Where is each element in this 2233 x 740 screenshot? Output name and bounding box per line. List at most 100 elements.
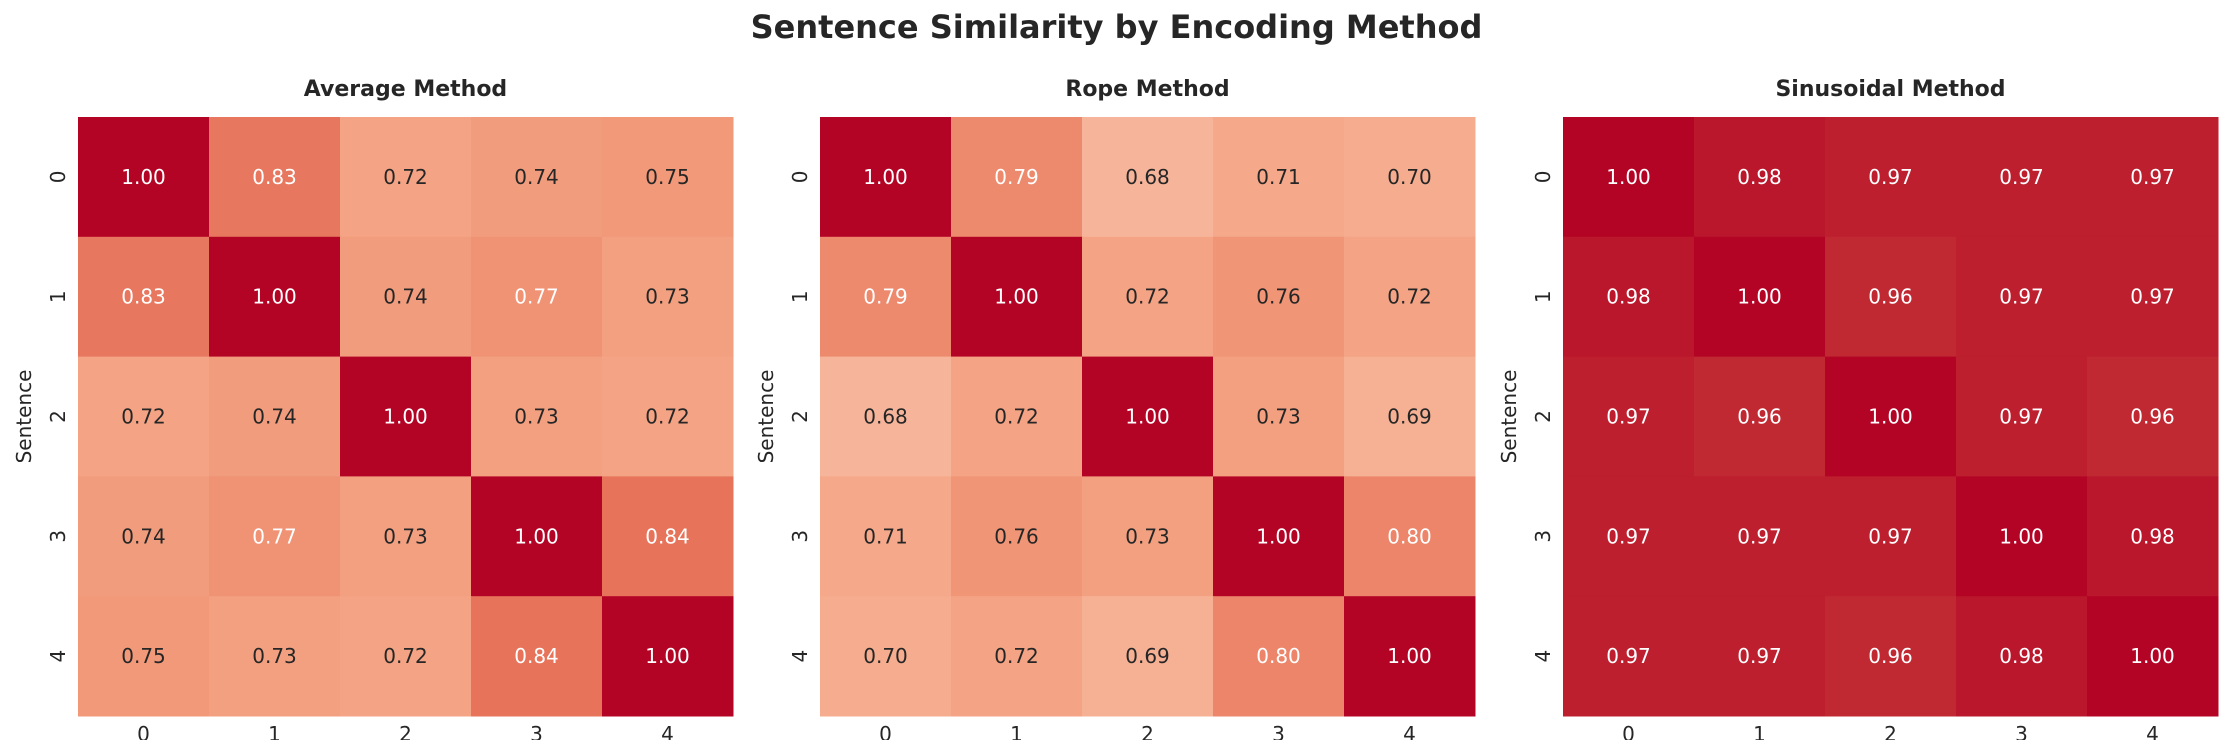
y-tick-label: 2 <box>788 410 812 423</box>
heatmap-cell <box>2087 596 2219 717</box>
cell-label: 0.96 <box>1737 405 1782 429</box>
cell-label: 0.71 <box>1256 165 1301 189</box>
cell-label: 0.83 <box>121 285 166 309</box>
cell-label: 0.83 <box>252 165 297 189</box>
heatmap-cell <box>1563 476 1695 597</box>
cell-label: 0.72 <box>121 405 166 429</box>
cell-label: 0.76 <box>994 524 1039 548</box>
x-tick-label: 4 <box>2146 722 2159 740</box>
heatmap-cell <box>1825 117 1957 238</box>
subplot-title: Average Method <box>304 77 507 102</box>
x-tick-label: 0 <box>137 722 150 740</box>
heatmap-cell <box>340 236 472 358</box>
heatmap-cell <box>2087 476 2219 597</box>
cell-label: 1.00 <box>1999 524 2044 548</box>
heatmap-cell <box>1694 596 1826 717</box>
heatmap-cell <box>820 476 952 597</box>
cell-label: 0.73 <box>645 285 690 309</box>
cell-label: 0.74 <box>383 285 428 309</box>
cell-label: 0.97 <box>1999 405 2044 429</box>
heatmap-cell <box>602 117 734 238</box>
cell-label: 0.98 <box>1737 165 1782 189</box>
cell-label: 0.75 <box>645 165 690 189</box>
x-tick-label: 2 <box>399 722 412 740</box>
heatmap-panel-2: Sinusoidal Method 1.00 0.98 0.97 0.97 0.97 0.9… <box>1497 77 2219 740</box>
heatmap-cell <box>1213 476 1345 597</box>
heatmap-cell <box>951 117 1083 238</box>
y-tick-label: 4 <box>46 650 70 663</box>
heatmap-cell <box>1344 236 1476 358</box>
heatmap-cell <box>602 356 734 477</box>
cell-label: 0.73 <box>1256 405 1301 429</box>
heatmap-cell <box>1825 476 1957 597</box>
cell-label: 0.97 <box>1868 524 1913 548</box>
heatmap-cell <box>471 117 603 238</box>
y-tick-label: 2 <box>46 410 70 423</box>
heatmap-panel-0: Average Method 1.00 0.83 0.72 0.74 0.75 0.83 1.… <box>12 77 734 740</box>
heatmap-cell <box>471 356 603 477</box>
heatmap-cell <box>78 476 210 597</box>
cell-label: 0.96 <box>1868 644 1913 668</box>
cell-label: 0.69 <box>1387 405 1432 429</box>
x-tick-label: 1 <box>268 722 281 740</box>
x-tick-label: 2 <box>1141 722 1154 740</box>
cell-label: 1.00 <box>1387 644 1432 668</box>
cell-label: 0.70 <box>1387 165 1432 189</box>
heatmap-cell <box>340 356 472 477</box>
cell-label: 0.72 <box>994 405 1039 429</box>
heatmap-cell <box>1082 476 1214 597</box>
cell-label: 0.97 <box>1737 644 1782 668</box>
heatmap-cell <box>1213 356 1345 477</box>
heatmap-cell <box>1956 476 2088 597</box>
y-tick-label: 0 <box>1531 171 1555 184</box>
y-axis-label: Sentence <box>12 370 36 464</box>
heatmap-cell <box>209 236 341 358</box>
cell-label: 1.00 <box>994 285 1039 309</box>
heatmap-cell <box>1825 596 1957 717</box>
y-tick-label: 2 <box>1531 410 1555 423</box>
cell-label: 1.00 <box>383 405 428 429</box>
heatmap-cell <box>1694 117 1826 238</box>
heatmap-cell <box>1213 117 1345 238</box>
heatmap-cell <box>78 596 210 717</box>
heatmap-cell <box>209 117 341 238</box>
heatmap-panel-1: Rope Method 1.00 0.79 0.68 0.71 0.70 0.79 1.00 0… <box>754 77 1476 740</box>
cell-label: 0.80 <box>1387 524 1432 548</box>
cell-label: 1.00 <box>514 524 559 548</box>
cell-label: 1.00 <box>863 165 908 189</box>
cell-label: 0.70 <box>863 644 908 668</box>
heatmap-cell <box>820 236 952 358</box>
heatmap-cell <box>471 476 603 597</box>
x-tick-label: 4 <box>1403 722 1416 740</box>
heatmap-cell <box>1563 236 1695 358</box>
figure-title: Sentence Similarity by Encoding Method <box>750 8 1483 46</box>
x-tick-label: 1 <box>1010 722 1023 740</box>
heatmap-cell <box>1825 236 1957 358</box>
y-tick-label: 1 <box>46 290 70 303</box>
subplot-title: Sinusoidal Method <box>1775 77 2005 102</box>
cell-label: 0.96 <box>1868 285 1913 309</box>
heatmap-cell <box>1213 596 1345 717</box>
x-tick-label: 3 <box>1272 722 1285 740</box>
cell-label: 0.72 <box>383 165 428 189</box>
cell-label: 0.74 <box>252 405 297 429</box>
cell-label: 0.98 <box>1606 285 1651 309</box>
heatmap-cell <box>1825 356 1957 477</box>
heatmap-cell <box>1563 596 1695 717</box>
heatmap-cell <box>1344 117 1476 238</box>
heatmap-cell <box>1082 236 1214 358</box>
cell-label: 1.00 <box>1256 524 1301 548</box>
heatmap-cell <box>602 236 734 358</box>
x-tick-label: 1 <box>1753 722 1766 740</box>
cell-label: 0.96 <box>2130 405 2175 429</box>
heatmap-cell <box>2087 236 2219 358</box>
cell-label: 0.76 <box>1256 285 1301 309</box>
cell-label: 0.73 <box>383 524 428 548</box>
cell-label: 0.97 <box>1606 644 1651 668</box>
cell-label: 1.00 <box>252 285 297 309</box>
cell-label: 1.00 <box>121 165 166 189</box>
x-tick-label: 2 <box>1884 722 1897 740</box>
heatmap-cell <box>209 596 341 717</box>
cell-label: 0.77 <box>514 285 559 309</box>
